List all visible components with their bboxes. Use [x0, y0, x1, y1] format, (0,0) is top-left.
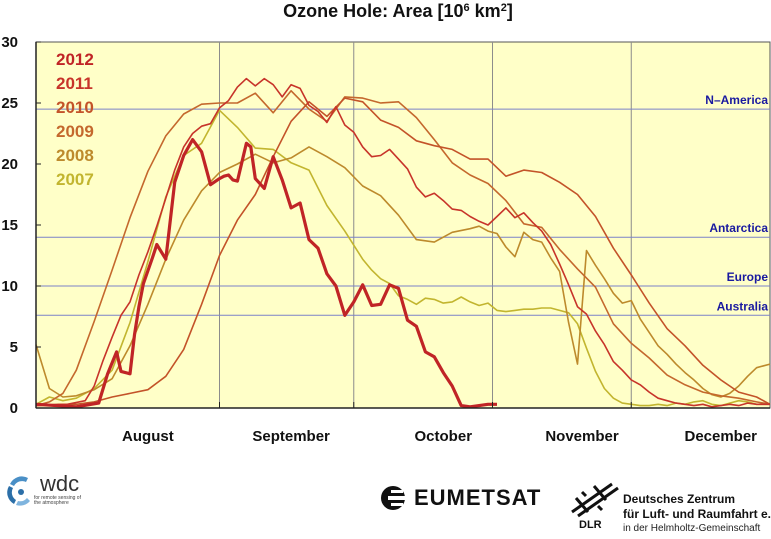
dlr-line-3: in der Helmholtz-Gemeinschaft [623, 523, 761, 534]
reference-lines: N–America Antarctica Europe Australia [36, 93, 770, 316]
eumetsat-globe-icon [381, 486, 408, 510]
series-line-2009 [35, 90, 771, 407]
y-tick-label: 10 [1, 278, 18, 295]
x-tick-label: December [684, 428, 757, 445]
wdc-logo: wdc for remote sensing of the atmosphere [4, 470, 94, 510]
legend-entry: 2012 [56, 50, 94, 69]
legend-entry: 2010 [56, 98, 94, 117]
x-tick-label: August [122, 428, 174, 445]
dlr-mark: DLR [579, 519, 602, 531]
series-line-2007 [35, 109, 770, 407]
legend-entry: 2011 [56, 74, 93, 93]
eumetsat-logo: EUMETSAT [378, 483, 541, 513]
y-tick-label: 30 [1, 34, 18, 51]
dlr-line-1: Deutsches Zentrum [623, 492, 736, 506]
eumetsat-name: EUMETSAT [414, 485, 542, 510]
gridlines [219, 42, 632, 408]
legend: 2012 2011 2010 2009 2008 2007 [56, 50, 94, 189]
ozone-hole-chart: Ozone Hole: Area [106 km2] N–America Anta… [1, 1, 771, 445]
y-tick-label: 5 [10, 339, 18, 356]
legend-entry: 2008 [56, 146, 94, 165]
y-tick-label: 15 [1, 217, 18, 234]
y-tick-label: 20 [1, 156, 18, 173]
legend-entry: 2009 [56, 122, 94, 141]
reference-line-label: Europe [727, 270, 769, 284]
plot-area [35, 41, 771, 409]
reference-line-label: Australia [717, 299, 769, 313]
wdc-swirl-icon [7, 476, 30, 506]
wdc-name: wdc [40, 471, 80, 496]
chart-title: Ozone Hole: Area [106 km2] [283, 1, 513, 21]
dlr-logo: DLR Deutsches Zentrum für Luft- und Raum… [566, 478, 771, 538]
x-tick-label: November [545, 428, 619, 445]
series-line-2008 [35, 146, 771, 398]
data-series [35, 77, 771, 409]
dlr-line-2: für Luft- und Raumfahrt e.V. [623, 507, 771, 521]
dlr-emblem-icon [571, 482, 619, 518]
series-line-2010 [35, 97, 771, 407]
series-line-2011 [35, 77, 770, 408]
reference-line-label: N–America [705, 93, 768, 107]
series-line-2012 [35, 138, 497, 409]
wdc-subtitle: for remote sensing of the atmosphere [34, 495, 81, 506]
y-tick-label: 25 [1, 95, 18, 112]
x-tick-label: October [415, 428, 473, 445]
reference-line-label: Antarctica [709, 221, 768, 235]
y-tick-label: 0 [10, 400, 18, 417]
axes: 0 5 10 15 20 25 30 August September October Novemb… [1, 34, 770, 445]
legend-entry: 2007 [56, 170, 94, 189]
x-tick-label: September [252, 428, 330, 445]
